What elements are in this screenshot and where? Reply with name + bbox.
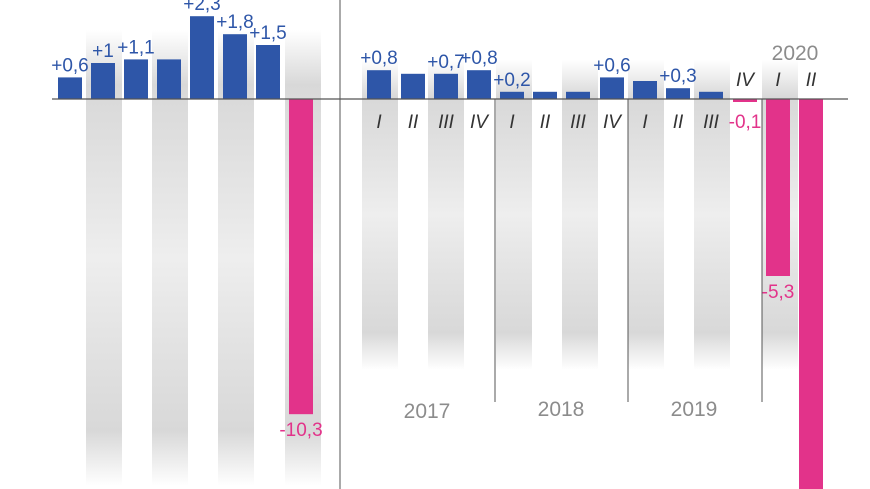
bar-left-group — [223, 34, 247, 100]
quarter-label: I — [509, 112, 515, 133]
bar-quarterly — [666, 88, 690, 99]
background-stripe — [152, 30, 188, 486]
quarter-label: III — [570, 112, 587, 133]
quarter-label: II — [806, 70, 817, 91]
value-label: +1,8 — [216, 12, 254, 33]
bar-quarterly — [367, 70, 391, 99]
bar-quarterly — [467, 70, 491, 99]
background-stripe — [86, 30, 122, 486]
year-dividers — [339, 0, 763, 489]
quarter-label: I — [376, 112, 382, 133]
value-label: +2,3 — [183, 0, 221, 15]
bar-left-group — [91, 63, 115, 99]
bar-quarterly — [699, 91, 723, 99]
year-label-2019: 2019 — [671, 398, 718, 421]
value-label: +1,1 — [117, 37, 155, 58]
quarter-label: I — [642, 112, 648, 133]
quarter-label: IV — [470, 112, 490, 133]
background-stripe — [496, 60, 532, 370]
bar-quarterly — [401, 73, 425, 99]
value-label: -0,1 — [729, 112, 762, 133]
bar-left-group — [190, 16, 214, 100]
bar-left-group — [157, 59, 181, 99]
bar-left-group — [256, 45, 280, 99]
bar-left-group — [289, 99, 313, 415]
background-stripe — [562, 60, 598, 370]
background-stripe — [628, 60, 664, 370]
year-label-2020: 2020 — [772, 42, 819, 65]
bar-quarterly — [434, 73, 458, 99]
bar-quarterly — [733, 99, 757, 102]
quarter-label: II — [673, 112, 684, 133]
bar-quarterly — [566, 91, 590, 99]
quarter-label: III — [703, 112, 720, 133]
bar-left-group — [58, 77, 82, 99]
bar-quarterly — [633, 81, 657, 99]
bars — [58, 16, 823, 489]
year-label-2017: 2017 — [404, 400, 451, 423]
background-stripe — [428, 60, 464, 370]
value-label: +0,3 — [659, 66, 697, 87]
value-label: +0,6 — [593, 55, 631, 76]
bar-quarterly — [799, 99, 823, 489]
value-label: -5,3 — [762, 282, 795, 303]
bar-quarterly — [600, 77, 624, 99]
bar-left-group — [124, 59, 148, 99]
background-stripe — [694, 60, 730, 370]
year-label-2018: 2018 — [538, 398, 585, 421]
labels: 2017 2018 2019 2020 +0,6+1 +1,1+2,3+1,8+1… — [51, 0, 818, 441]
background-stripe — [362, 60, 398, 370]
background-stripe — [218, 30, 254, 486]
bar-quarterly — [766, 99, 790, 276]
quarter-label: IV — [736, 70, 756, 91]
value-label: +0,8 — [460, 48, 498, 69]
quarter-label: IV — [603, 112, 623, 133]
value-label: -10,3 — [279, 420, 322, 441]
value-label: +0,8 — [360, 48, 398, 69]
bar-quarterly — [533, 91, 557, 99]
value-label: +1 — [92, 41, 114, 62]
quarter-label: III — [438, 112, 455, 133]
value-label: +1,5 — [249, 23, 287, 44]
value-label: +0,6 — [51, 55, 89, 76]
quarter-label: II — [408, 112, 419, 133]
bar-quarterly — [500, 91, 524, 99]
quarter-label: II — [540, 112, 551, 133]
value-label: +0,7 — [427, 52, 465, 73]
value-label: +0,2 — [493, 70, 531, 91]
quarter-label: I — [775, 70, 781, 91]
